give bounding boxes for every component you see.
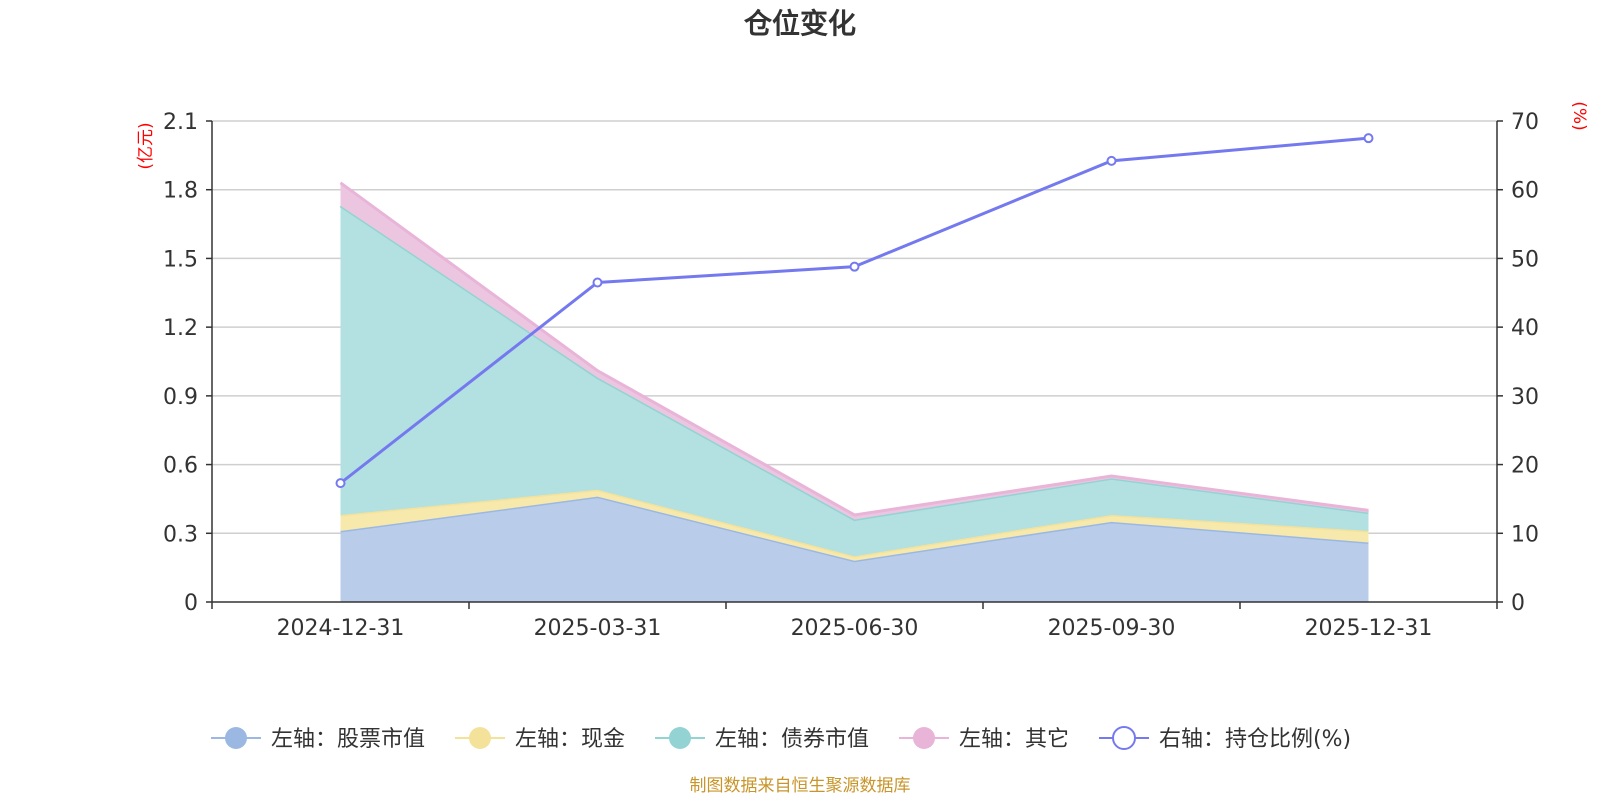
source-note: 制图数据来自恒生聚源数据库 <box>690 776 911 796</box>
legend: 左轴：股票市值 左轴：现金 左轴：债券市值 左轴：其它 右轴：持仓比例(%) <box>211 726 1351 752</box>
legend-marker <box>669 727 691 749</box>
legend-label: 左轴：债券市值 <box>715 727 869 752</box>
legend-label: 左轴：其它 <box>959 727 1069 752</box>
left-tick-label: 1.2 <box>163 316 198 341</box>
legend-marker <box>225 727 247 749</box>
legend-label: 左轴：现金 <box>515 727 625 752</box>
left-tick-label: 1.8 <box>163 179 198 204</box>
ratio-point <box>849 261 860 272</box>
x-tick-label: 2025-12-31 <box>1305 616 1433 641</box>
area-2 <box>340 205 1369 557</box>
legend-marker <box>1112 726 1136 750</box>
ratio-point <box>1106 155 1117 166</box>
legend-marker <box>913 727 935 749</box>
right-tick-label: 70 <box>1511 110 1539 135</box>
ratio-line <box>335 133 1374 489</box>
axes: 0 0 0.3 10 0.6 20 0.9 30 1.2 40 1.5 50 1.8 60 2.1 70 202… <box>136 101 1589 641</box>
legend-marker <box>469 727 491 749</box>
legend-label: 左轴：股票市值 <box>271 727 425 752</box>
ratio-point <box>335 478 346 489</box>
area-edge-3 <box>339 181 1369 517</box>
x-tick-label: 2025-03-31 <box>534 616 662 641</box>
x-tick-label: 2025-06-30 <box>791 616 919 641</box>
legend-item-3: 左轴：其它 <box>899 727 1069 752</box>
left-tick-label: 0 <box>184 591 198 616</box>
x-tick-label: 2024-12-31 <box>277 616 405 641</box>
right-tick-label: 30 <box>1511 385 1539 410</box>
ratio-point <box>592 277 603 288</box>
right-tick-label: 10 <box>1511 522 1539 547</box>
legend-label: 右轴：持仓比例(%) <box>1159 727 1351 752</box>
legend-item-0: 左轴：股票市值 <box>211 727 425 752</box>
ratio-point <box>1363 133 1374 144</box>
left-tick-label: 0.6 <box>163 454 198 479</box>
right-axis-unit: (%) <box>1569 101 1589 130</box>
x-tick-label: 2025-09-30 <box>1048 616 1176 641</box>
left-tick-label: 2.1 <box>163 110 198 135</box>
right-tick-label: 50 <box>1511 247 1539 272</box>
area-1 <box>340 489 1369 561</box>
legend-item-2: 左轴：债券市值 <box>655 727 869 752</box>
right-tick-label: 60 <box>1511 179 1539 204</box>
left-tick-label: 0.3 <box>163 522 198 547</box>
legend-item-1: 左轴：现金 <box>455 727 625 752</box>
right-tick-label: 20 <box>1511 454 1539 479</box>
right-tick-label: 40 <box>1511 316 1539 341</box>
right-tick-label: 0 <box>1511 591 1525 616</box>
left-axis-unit: (亿元) <box>136 122 156 169</box>
chart-title: 仓位变化 <box>744 7 856 40</box>
stacked-areas <box>339 181 1369 602</box>
left-tick-label: 1.5 <box>163 247 198 272</box>
legend-item-4: 右轴：持仓比例(%) <box>1099 726 1351 752</box>
left-tick-label: 0.9 <box>163 385 198 410</box>
